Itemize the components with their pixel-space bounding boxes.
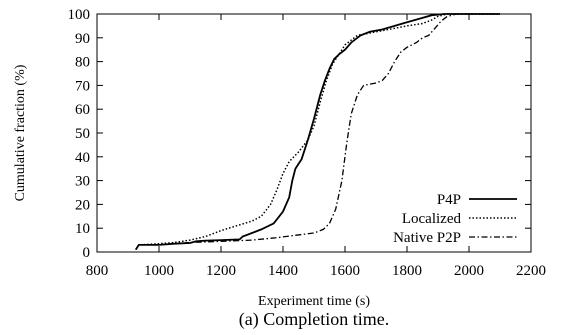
y-tick-label: 90 <box>75 31 90 47</box>
y-tick-label: 40 <box>75 150 90 166</box>
x-tick-label: 1200 <box>206 263 236 279</box>
y-axis-title: Cumulative fraction (%) <box>13 64 28 201</box>
y-tick-label: 10 <box>75 221 90 237</box>
y-tick-label: 60 <box>75 102 90 118</box>
x-tick-label: 1800 <box>392 263 422 279</box>
y-tick-label: 50 <box>75 126 90 142</box>
y-tick-label: 80 <box>75 55 90 71</box>
y-tick-label: 0 <box>83 245 91 261</box>
x-tick-label: 2000 <box>454 263 484 279</box>
series-line-localized <box>135 13 500 251</box>
figure-caption: (a) Completion time. <box>239 309 389 330</box>
plot-area: 0 10 20 30 40 50 60 70 80 90 100 800 1000 1200 1400 160… <box>68 7 547 279</box>
x-tick-label: 1400 <box>268 263 298 279</box>
x-tick-label: 2200 <box>516 263 546 279</box>
series-line-p4p <box>135 13 500 251</box>
x-tick-label: 800 <box>86 263 109 279</box>
legend: P4P Localized Native P2P <box>393 192 517 246</box>
series-line-native-p2p <box>135 13 500 250</box>
legend-label: P4P <box>437 192 461 208</box>
y-tick-label: 30 <box>75 174 90 190</box>
y-tick-label: 100 <box>68 7 91 23</box>
plot-frame <box>96 13 532 253</box>
legend-label: Native P2P <box>393 230 461 246</box>
x-tick-label: 1600 <box>330 263 360 279</box>
legend-label: Localized <box>402 211 462 227</box>
y-tick-label: 70 <box>75 78 90 94</box>
y-tick-label: 20 <box>75 197 90 213</box>
x-tick-label: 1000 <box>144 263 174 279</box>
x-axis-title: Experiment time (s) <box>258 294 370 309</box>
